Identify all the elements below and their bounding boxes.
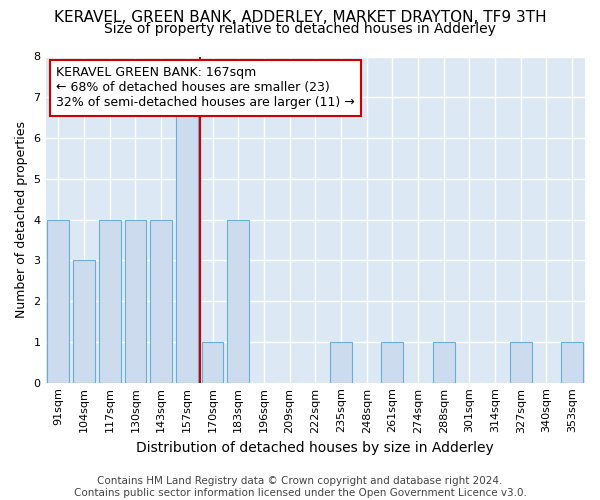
Bar xyxy=(382,342,403,382)
X-axis label: Distribution of detached houses by size in Adderley: Distribution of detached houses by size … xyxy=(136,441,494,455)
Bar xyxy=(99,220,121,382)
Bar xyxy=(561,342,583,382)
Bar xyxy=(433,342,455,382)
Bar xyxy=(510,342,532,382)
Bar xyxy=(125,220,146,382)
Bar xyxy=(330,342,352,382)
Text: KERAVEL GREEN BANK: 167sqm
← 68% of detached houses are smaller (23)
32% of semi: KERAVEL GREEN BANK: 167sqm ← 68% of deta… xyxy=(56,66,355,110)
Y-axis label: Number of detached properties: Number of detached properties xyxy=(15,121,28,318)
Bar xyxy=(202,342,223,382)
Bar xyxy=(176,98,198,383)
Bar xyxy=(227,220,249,382)
Text: Contains HM Land Registry data © Crown copyright and database right 2024.
Contai: Contains HM Land Registry data © Crown c… xyxy=(74,476,526,498)
Bar xyxy=(73,260,95,382)
Bar xyxy=(47,220,70,382)
Text: KERAVEL, GREEN BANK, ADDERLEY, MARKET DRAYTON, TF9 3TH: KERAVEL, GREEN BANK, ADDERLEY, MARKET DR… xyxy=(53,10,547,25)
Text: Size of property relative to detached houses in Adderley: Size of property relative to detached ho… xyxy=(104,22,496,36)
Bar xyxy=(150,220,172,382)
